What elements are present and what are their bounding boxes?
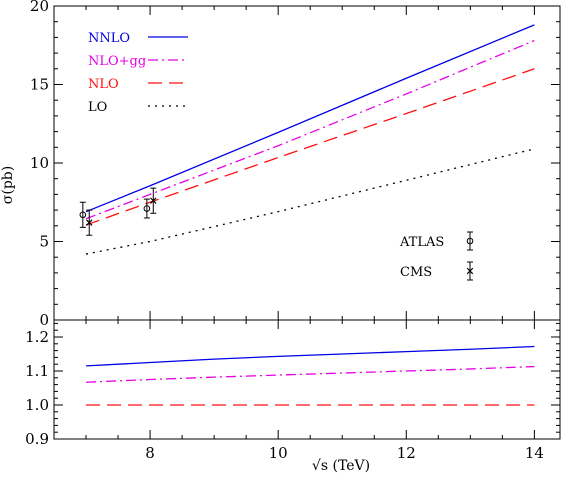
- cms-marker: [150, 197, 157, 204]
- ratio-series-1: [86, 365, 535, 383]
- legend-marker-atlas: [466, 237, 474, 245]
- ratio-ytick-label: 1.0: [25, 396, 49, 414]
- main-ytick-label: 10: [30, 154, 49, 172]
- legend-label-lo: LO: [88, 100, 107, 115]
- legend-label-nlo: NLO: [88, 77, 119, 92]
- main-series-nlo-gg: [85, 39, 535, 220]
- ratio-xtick-label: 12: [397, 444, 416, 462]
- main-ytick-label: 5: [39, 233, 49, 251]
- ratio-frame: [53, 319, 561, 440]
- legend-label-nnlo: NNLO: [88, 31, 130, 46]
- legend-label-nlo-gg: NLO+gg: [88, 54, 146, 69]
- main-ytick-label: 15: [30, 76, 49, 94]
- legend-marker-cms: [466, 267, 474, 275]
- atlas-marker: [79, 211, 87, 219]
- main-series-nlo: [85, 68, 535, 226]
- ratio-ytick-label: 1.2: [25, 328, 49, 346]
- ratio-ytick-label: 1.1: [25, 362, 49, 380]
- main-series-nnlo: [85, 24, 535, 213]
- legend-label-cms: CMS: [400, 265, 432, 280]
- ratio-series-0: [85, 345, 535, 367]
- legend-label-atlas: ATLAS: [399, 235, 444, 250]
- ratio-xtick-label: 10: [269, 444, 288, 462]
- main-ytick-label: 20: [30, 0, 49, 15]
- ratio-xtick-label: 8: [145, 444, 155, 462]
- main-panel: 0 5 10 15 20 NNLO NLO+gg NLO LO ATLAS CMS: [30, 0, 561, 329]
- atlas-marker: [143, 205, 151, 212]
- main-ytick-label: 0: [39, 311, 49, 329]
- ratio-ytick-label: 0.9: [25, 430, 49, 448]
- main-series-lo: [85, 148, 535, 255]
- ratio-panel: 0.9 1.0 1.1 1.2 8 10 12 14: [25, 319, 561, 462]
- ratio-xtick-label: 14: [525, 444, 544, 462]
- x-axis-title: √s (TeV): [312, 458, 370, 474]
- y-axis-title: σ(pb): [0, 166, 16, 204]
- cms-marker: [86, 219, 93, 226]
